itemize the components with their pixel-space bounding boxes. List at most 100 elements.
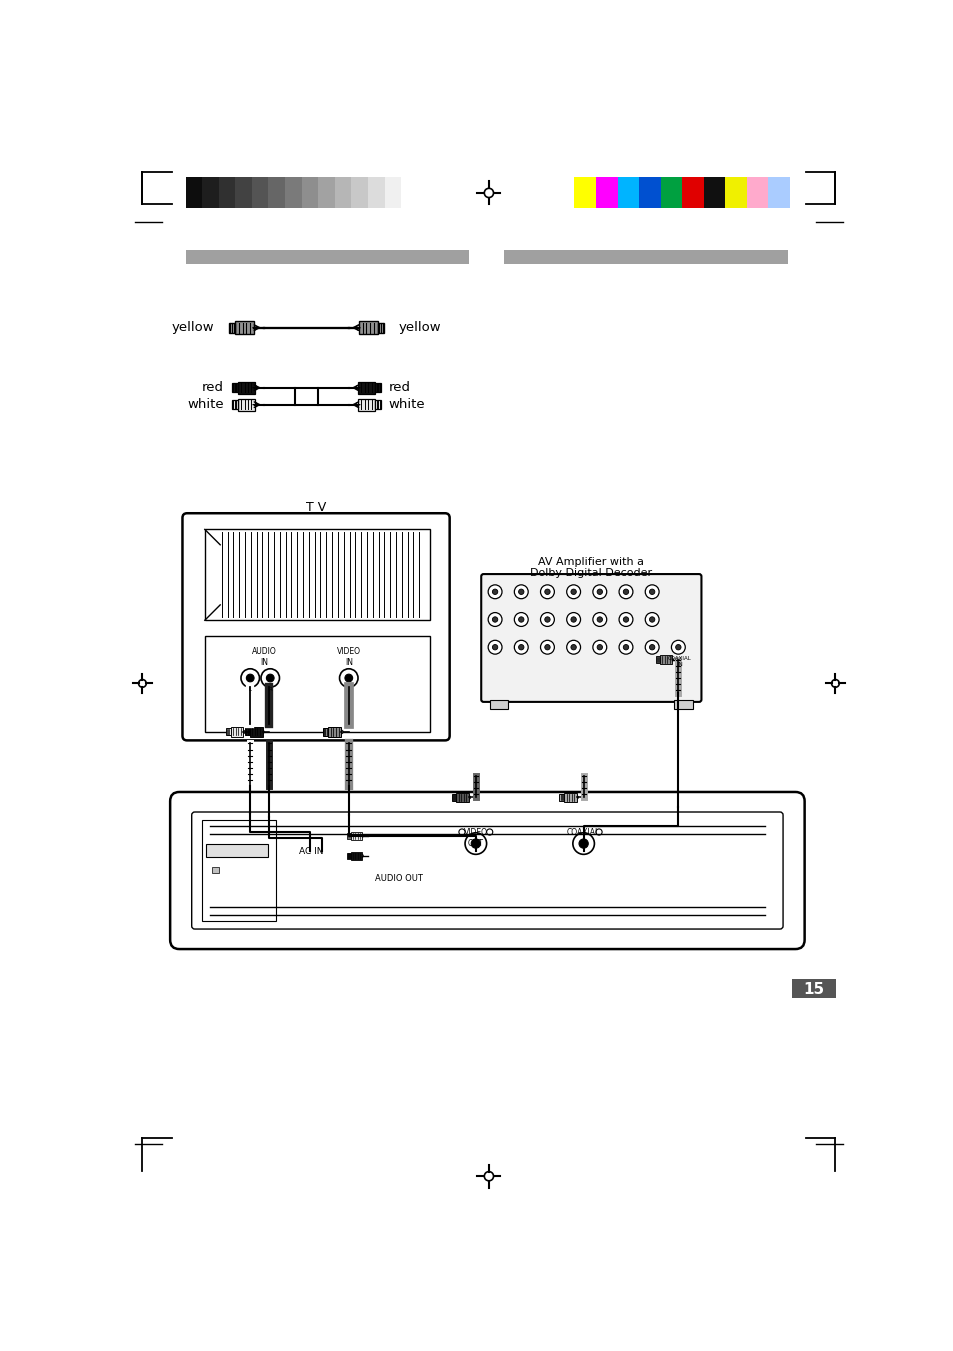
Bar [328, 727, 341, 736]
Bar [202, 820, 275, 921]
Circle shape [260, 730, 264, 734]
Circle shape [252, 326, 256, 330]
Text: R: R [268, 688, 272, 692]
Bar [377, 323, 384, 332]
Circle shape [355, 403, 360, 407]
Bar [451, 794, 456, 801]
Bar [358, 322, 377, 335]
Circle shape [572, 832, 594, 854]
Bar [322, 728, 328, 735]
Circle shape [464, 832, 486, 854]
Bar [639, 177, 659, 208]
Bar [237, 399, 254, 411]
Bar [252, 177, 268, 208]
Circle shape [467, 796, 470, 798]
Bar [205, 530, 429, 620]
Bar [563, 793, 577, 802]
Circle shape [570, 589, 576, 594]
Circle shape [618, 640, 632, 654]
Bar [301, 177, 318, 208]
Bar [318, 177, 335, 208]
Circle shape [492, 644, 497, 650]
Circle shape [592, 585, 606, 598]
Bar [347, 832, 351, 839]
Circle shape [253, 403, 257, 407]
Text: white: white [389, 399, 425, 411]
Circle shape [266, 674, 274, 682]
Circle shape [592, 640, 606, 654]
Text: red: red [202, 381, 224, 394]
Bar [218, 177, 235, 208]
Bar [746, 177, 767, 208]
Bar [202, 177, 218, 208]
Circle shape [578, 839, 588, 848]
Circle shape [566, 612, 580, 627]
Text: VIDEO
OUT: VIDEO OUT [463, 828, 487, 847]
Circle shape [570, 617, 576, 623]
Circle shape [360, 835, 363, 838]
Bar [617, 177, 639, 208]
Bar [231, 727, 243, 736]
Bar [703, 177, 724, 208]
Bar [205, 636, 429, 732]
Bar [347, 852, 351, 859]
Bar [206, 843, 268, 858]
Circle shape [644, 612, 659, 627]
Circle shape [544, 589, 550, 594]
Bar [351, 852, 361, 859]
Bar [268, 177, 285, 208]
Bar [368, 177, 384, 208]
Circle shape [458, 830, 464, 835]
Bar [681, 177, 703, 208]
Bar [659, 655, 671, 663]
Circle shape [488, 612, 501, 627]
Circle shape [486, 830, 493, 835]
Bar [596, 177, 617, 208]
Bar [232, 384, 237, 392]
FancyBboxPatch shape [170, 792, 803, 948]
Bar [558, 794, 563, 801]
Bar [791, 979, 836, 997]
Circle shape [540, 640, 554, 654]
Circle shape [644, 640, 659, 654]
Bar [504, 250, 787, 263]
Bar [212, 867, 219, 873]
Text: VIDEO
IN: VIDEO IN [336, 647, 360, 666]
Circle shape [253, 385, 257, 390]
Circle shape [246, 674, 253, 682]
Bar [357, 381, 375, 394]
Bar [185, 177, 202, 208]
Circle shape [471, 839, 480, 848]
Bar [375, 400, 381, 409]
Circle shape [514, 585, 528, 598]
Text: T V: T V [306, 501, 326, 513]
FancyBboxPatch shape [480, 574, 700, 703]
Bar [375, 384, 381, 392]
Bar [655, 657, 659, 663]
Circle shape [360, 854, 363, 858]
Circle shape [518, 644, 523, 650]
Circle shape [596, 830, 601, 835]
Bar [767, 177, 789, 208]
Text: AUDIO
IN: AUDIO IN [252, 647, 276, 666]
Circle shape [355, 385, 360, 390]
Text: COAXIAL: COAXIAL [566, 828, 599, 838]
Circle shape [356, 326, 361, 330]
Circle shape [492, 589, 497, 594]
Circle shape [345, 674, 353, 682]
Bar [674, 700, 692, 709]
Text: AUDIO OUT: AUDIO OUT [375, 874, 422, 884]
Text: red: red [389, 381, 411, 394]
Circle shape [644, 585, 659, 598]
Circle shape [622, 644, 628, 650]
Circle shape [540, 612, 554, 627]
FancyBboxPatch shape [192, 812, 782, 929]
Bar [185, 250, 469, 263]
Circle shape [518, 589, 523, 594]
Bar [724, 177, 746, 208]
Bar [250, 727, 262, 736]
Circle shape [339, 669, 357, 688]
Bar [229, 323, 235, 332]
Circle shape [514, 612, 528, 627]
Text: 15: 15 [802, 982, 823, 997]
